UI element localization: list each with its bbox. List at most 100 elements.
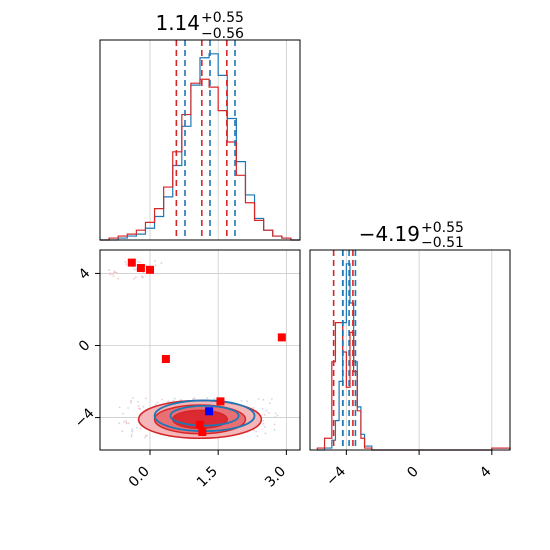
sample-dot (116, 271, 119, 274)
sample-dot (144, 435, 147, 437)
yticks-joint: 4 0 −4 (72, 265, 100, 431)
point-red (161, 355, 170, 364)
x-param2-tick-label: −4 (323, 463, 349, 489)
point-red (198, 427, 207, 436)
sample-dot (125, 422, 128, 425)
sample-dot (274, 416, 277, 418)
title-param2-value: −4.19 (359, 222, 420, 246)
sample-dot (108, 269, 110, 271)
sample-dot (127, 422, 130, 425)
sample-dot (136, 260, 139, 263)
sample-dot (117, 277, 120, 280)
y-joint-tick-label: −4 (72, 405, 98, 431)
sample-dot (174, 397, 176, 400)
sample-dot (133, 277, 136, 280)
sample-dot (274, 412, 277, 415)
marginal-panel-param1: 1.14 +0.55 −0.56 (99, 10, 301, 241)
sample-dot (138, 408, 141, 411)
x-joint-tick-label: 0.0 (126, 464, 153, 491)
scatter-points (127, 258, 286, 436)
sample-dot (270, 398, 273, 400)
grid-param2 (345, 250, 493, 450)
sample-dot (273, 423, 276, 426)
x-joint-tick-label: 3.0 (262, 464, 289, 491)
sample-dot (135, 268, 138, 271)
sample-dot (142, 405, 145, 408)
marginal-panel-param2: −4 0 4 −4.19 +0.55 −0.51 (309, 220, 511, 489)
sample-dot (154, 260, 156, 262)
sample-dot (129, 401, 132, 404)
sample-dot (130, 435, 133, 438)
sample-dot (256, 435, 259, 438)
sample-dot (167, 400, 170, 403)
sample-dot (140, 275, 143, 278)
sample-dot (139, 261, 142, 264)
sample-dot (193, 397, 196, 400)
sample-dot (262, 420, 265, 422)
sample-dot (124, 260, 127, 263)
sample-dot (144, 436, 147, 439)
histogram-param1 (100, 53, 300, 241)
sample-dot (137, 405, 140, 407)
x-joint-tick-label: 1.5 (194, 464, 221, 491)
sample-dot (154, 403, 157, 406)
sample-dot (246, 400, 248, 403)
sample-dot (265, 409, 268, 412)
sample-dot (125, 420, 127, 422)
sample-dot (252, 407, 255, 409)
xticks-joint: 0.0 1.5 3.0 (126, 450, 289, 491)
sample-dot (131, 397, 134, 400)
sample-dot (127, 407, 129, 409)
contour-blue (169, 404, 240, 427)
sample-dot (118, 422, 121, 425)
quantile-lines-param1 (175, 40, 236, 240)
sample-dot (136, 400, 139, 403)
title-param1-lower: −0.56 (201, 26, 244, 42)
sample-dot (154, 264, 157, 267)
sample-dot (268, 402, 271, 405)
sample-dot (130, 433, 133, 436)
sample-dot (121, 430, 124, 433)
sample-dot (125, 263, 128, 266)
title-param1-upper: +0.55 (201, 10, 244, 26)
sample-dot (130, 399, 133, 402)
density-contours (137, 399, 263, 440)
sample-dot (141, 276, 144, 279)
point-blue (205, 407, 214, 416)
sample-dot (123, 421, 125, 423)
sample-dot (111, 273, 114, 276)
sample-dot (133, 268, 136, 271)
y-joint-tick-label: 4 (76, 265, 94, 283)
sample-dot (131, 430, 134, 433)
sample-dot (240, 399, 243, 402)
sample-dot (264, 432, 267, 435)
point-red (277, 333, 286, 342)
sample-dot (261, 407, 264, 410)
sample-dot (139, 427, 142, 430)
joint-panel: 0.0 1.5 3.0 4 0 −4 (72, 249, 301, 491)
sample-dot (160, 398, 163, 401)
sample-dot (262, 422, 265, 425)
title-param2-lower: −0.51 (421, 235, 464, 251)
sample-dot (112, 275, 115, 278)
point-red (136, 264, 145, 273)
sample-dot (172, 399, 175, 402)
point-red (127, 258, 136, 267)
sample-dot (257, 398, 260, 400)
histogram-red-param1 (100, 78, 300, 241)
sample-dot (108, 273, 111, 276)
title-param1-value: 1.14 (155, 11, 200, 35)
title-param2-upper: +0.55 (421, 220, 464, 236)
sample-dot (136, 426, 138, 429)
sample-dot (192, 398, 195, 400)
sample-dot (131, 428, 134, 430)
x-param2-tick-label: 4 (477, 463, 495, 481)
quantile-lines-param2 (332, 250, 357, 450)
sample-dot (253, 429, 255, 432)
point-red (196, 420, 204, 429)
point-red (216, 397, 225, 406)
y-joint-tick-label: 0 (76, 337, 94, 355)
x-param2-tick-label: 0 (404, 464, 422, 482)
point-red (146, 265, 154, 274)
